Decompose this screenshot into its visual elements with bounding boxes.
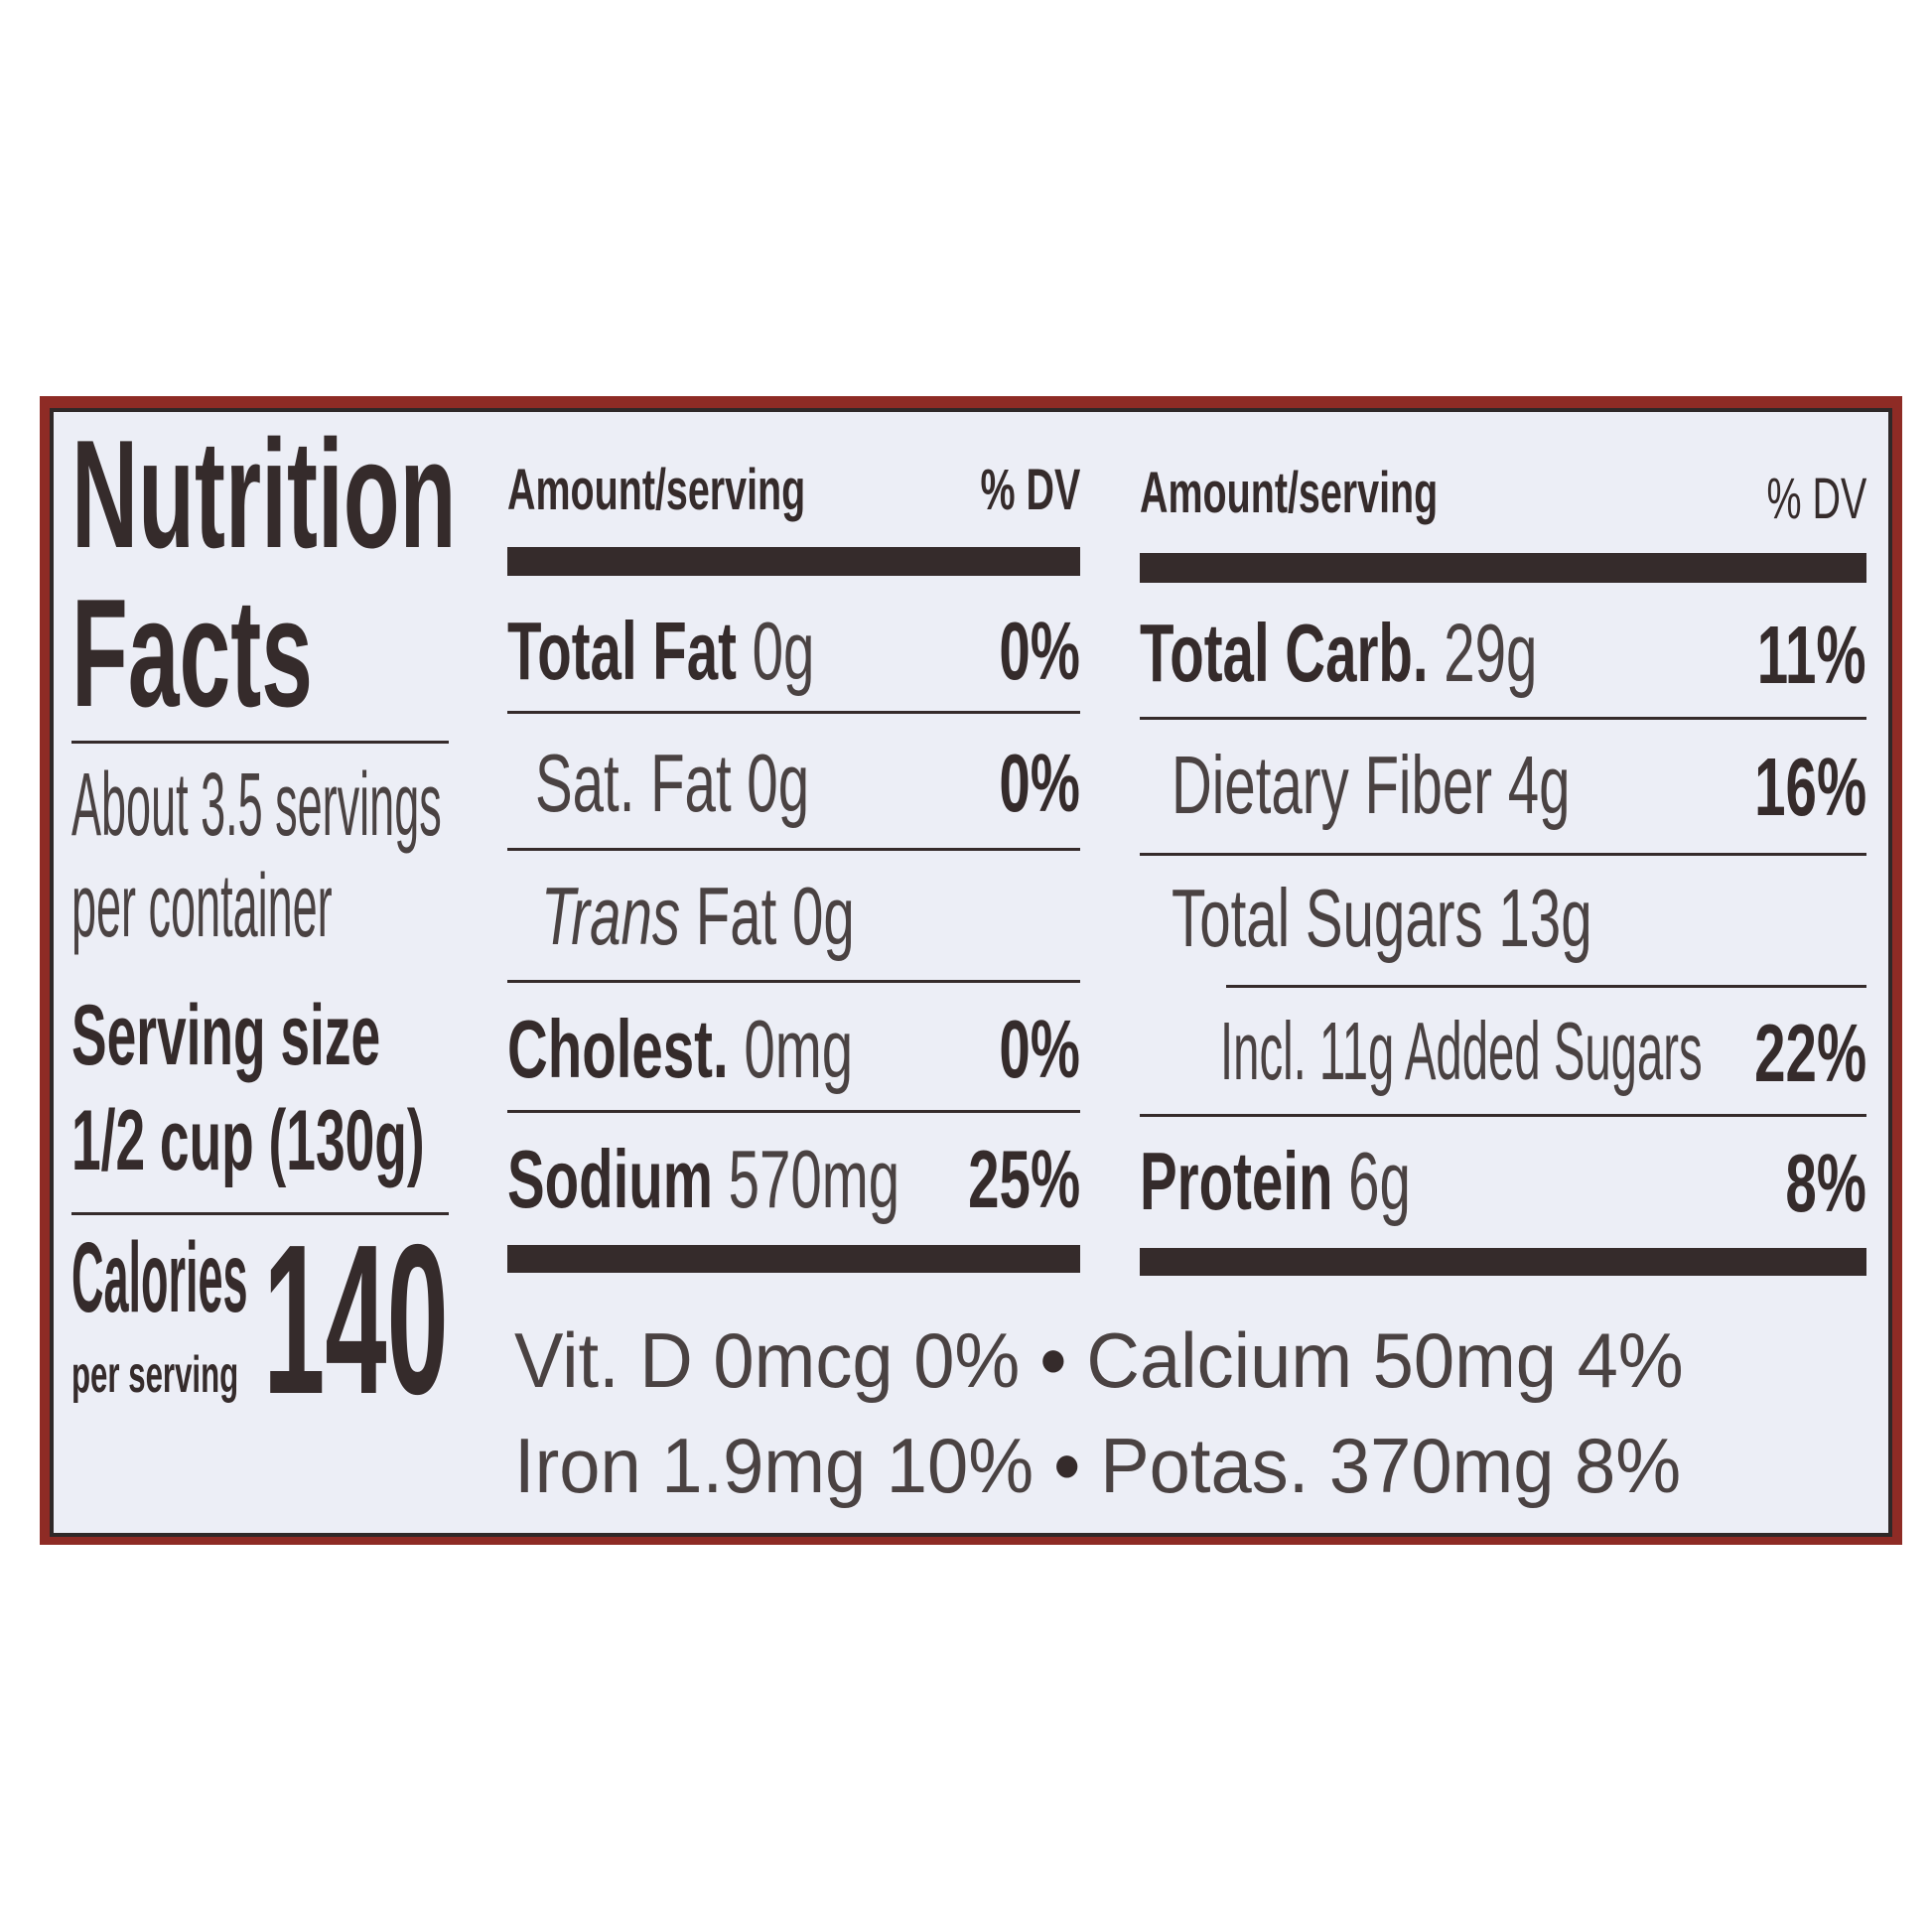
divider bbox=[1140, 717, 1866, 720]
vitamin-entry: Potas. 370mg 8% bbox=[1100, 1422, 1682, 1509]
nutrient-name: Trans bbox=[541, 870, 681, 962]
nutrient-name: Total Sugars bbox=[1172, 872, 1483, 964]
nutrient-name: Total Carb. bbox=[1140, 607, 1429, 699]
nutrient-name: Sat. Fat bbox=[535, 737, 732, 829]
nutrient-protein: Protein 6g bbox=[1140, 1140, 1411, 1222]
nutrient-sodium: Sodium 570mg bbox=[507, 1138, 899, 1220]
calories-label: Calories bbox=[71, 1222, 248, 1333]
servings-per-container: About 3.5 servings bbox=[71, 756, 442, 855]
bullet-icon: • bbox=[1039, 1316, 1066, 1404]
dv-total-carb: 11% bbox=[1757, 609, 1866, 701]
serving-size-label: Serving size bbox=[71, 988, 381, 1083]
nutrient-amount: 6g bbox=[1348, 1135, 1411, 1227]
nutrient-total-carb: Total Carb. 29g bbox=[1140, 612, 1537, 694]
nutrient-name: Dietary Fiber bbox=[1172, 739, 1493, 831]
bullet-icon: • bbox=[1053, 1422, 1080, 1509]
vitamins-line-1: Vit. D 0mcg 0% • Calcium 50mg 4% bbox=[514, 1321, 1684, 1399]
divider bbox=[71, 1212, 449, 1215]
dv-added-sugars: 22% bbox=[1754, 1007, 1866, 1099]
thick-bar bbox=[507, 1245, 1080, 1273]
nutrient-amount: Fat 0g bbox=[695, 870, 855, 962]
nutrient-name: Total Fat bbox=[507, 605, 737, 697]
divider bbox=[507, 848, 1080, 851]
nutrient-amount: 0g bbox=[747, 737, 810, 829]
thick-bar bbox=[1140, 1248, 1866, 1276]
nutrient-total-fat: Total Fat 0g bbox=[507, 610, 814, 692]
thick-bar bbox=[1140, 553, 1866, 583]
divider bbox=[1140, 853, 1866, 856]
nutrient-amount: 0mg bbox=[744, 1003, 854, 1095]
nutrient-name: Sodium bbox=[507, 1133, 713, 1225]
serving-size-value: 1/2 cup (130g) bbox=[71, 1093, 425, 1188]
dv-protein: 8% bbox=[1785, 1137, 1866, 1229]
title-nutrition: Nutrition bbox=[71, 408, 457, 580]
nutrient-cholesterol: Cholest. 0mg bbox=[507, 1008, 853, 1090]
header-dv-right: % DV bbox=[1766, 467, 1866, 531]
nutrient-amount: 0g bbox=[752, 605, 815, 697]
nutrient-name: Cholest. bbox=[507, 1003, 729, 1095]
title-facts: Facts bbox=[71, 567, 313, 739]
header-amount-right: Amount/serving bbox=[1140, 461, 1439, 525]
dv-cholesterol: 0% bbox=[999, 1003, 1080, 1095]
nutrient-amount: 29g bbox=[1444, 607, 1538, 699]
nutrient-dietary-fiber: Dietary Fiber 4g bbox=[1172, 744, 1571, 826]
calories-sub: per serving bbox=[71, 1346, 239, 1404]
nutrient-amount: 13g bbox=[1498, 872, 1592, 964]
vitamin-entry: Vit. D 0mcg 0% bbox=[514, 1316, 1021, 1404]
nutrient-total-sugars: Total Sugars 13g bbox=[1172, 877, 1592, 959]
label-panel bbox=[54, 412, 1888, 1533]
divider bbox=[1140, 1114, 1866, 1117]
dv-sat-fat: 0% bbox=[999, 737, 1080, 829]
divider bbox=[507, 980, 1080, 983]
divider bbox=[71, 741, 449, 744]
calories-value: 140 bbox=[263, 1199, 449, 1439]
dv-dietary-fiber: 16% bbox=[1754, 741, 1866, 833]
nutrient-name: Protein bbox=[1140, 1135, 1333, 1227]
header-amount: Amount/serving bbox=[507, 458, 806, 522]
servings-per-container-2: per container bbox=[71, 857, 333, 956]
thick-bar bbox=[507, 547, 1080, 576]
vitamin-entry: Calcium 50mg 4% bbox=[1086, 1316, 1684, 1404]
divider bbox=[507, 711, 1080, 714]
divider bbox=[507, 1110, 1080, 1113]
nutrient-amount: 4g bbox=[1507, 739, 1571, 831]
nutrient-added-sugars: Incl. 11g Added Sugars bbox=[1220, 1005, 1703, 1097]
header-dv: % DV bbox=[980, 458, 1080, 522]
frame-inner-border bbox=[50, 408, 1892, 1537]
nutrient-amount: 570mg bbox=[728, 1133, 900, 1225]
divider bbox=[1226, 985, 1866, 988]
nutrition-label-frame bbox=[40, 396, 1902, 1545]
dv-sodium: 25% bbox=[968, 1133, 1080, 1225]
vitamin-entry: Iron 1.9mg 10% bbox=[514, 1422, 1035, 1509]
dv-total-fat: 0% bbox=[999, 605, 1080, 697]
nutrient-sat-fat: Sat. Fat 0g bbox=[535, 742, 809, 824]
vitamins-line-2: Iron 1.9mg 10% • Potas. 370mg 8% bbox=[514, 1427, 1681, 1504]
nutrient-trans-fat: Trans Fat 0g bbox=[541, 875, 855, 957]
